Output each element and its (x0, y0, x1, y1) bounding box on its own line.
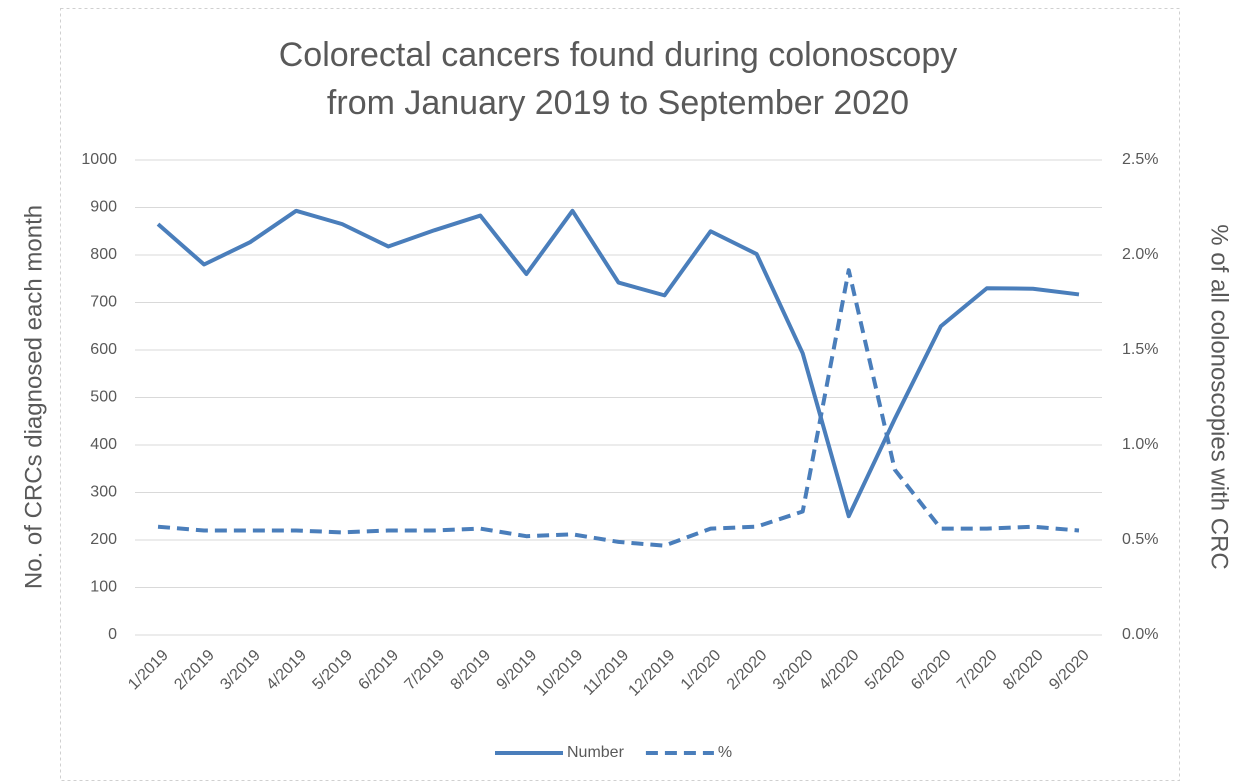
y-tick-label: 700 (90, 294, 117, 311)
y-tick-label: 300 (90, 484, 117, 501)
x-tick-label: 5/2019 (309, 647, 356, 694)
x-tick-label: 2/2019 (171, 647, 218, 694)
legend-label: % (718, 744, 732, 761)
x-tick-label: 3/2019 (217, 647, 264, 694)
y2-tick-label: 2.5% (1122, 151, 1158, 168)
y2-tick-label: 0.5% (1122, 531, 1158, 548)
x-tick-label: 8/2020 (1000, 647, 1047, 694)
y2-tick-label: 1.0% (1122, 436, 1158, 453)
x-tick-label: 6/2020 (908, 647, 955, 694)
x-tick-label: 12/2019 (625, 647, 678, 700)
x-tick-label: 3/2020 (770, 647, 817, 694)
x-tick-label: 10/2019 (533, 647, 586, 700)
x-tick-label: 6/2019 (355, 647, 402, 694)
y-tick-label: 500 (90, 389, 117, 406)
y-tick-label: 200 (90, 531, 117, 548)
legend-label: Number (567, 744, 625, 761)
y-axis-label: No. of CRCs diagnosed each month (20, 205, 47, 589)
x-tick-label: 4/2020 (816, 647, 863, 694)
y-tick-label: 800 (90, 246, 117, 263)
x-tick-label: 9/2020 (1046, 647, 1093, 694)
y2-tick-label: 2.0% (1122, 246, 1158, 263)
chart-title: from January 2019 to September 2020 (327, 84, 909, 122)
series-line (157, 268, 1080, 548)
x-tick-label: 8/2019 (448, 647, 495, 694)
y-tick-label: 400 (90, 436, 117, 453)
x-tick-label: 7/2019 (401, 647, 448, 694)
x-tick-label: 1/2020 (678, 647, 725, 694)
y-tick-label: 100 (90, 579, 117, 596)
x-tick-label: 2/2020 (724, 647, 771, 694)
x-tick-label: 4/2019 (263, 647, 310, 694)
series-line (156, 208, 1080, 519)
chart-title: Colorectal cancers found during colonosc… (279, 36, 958, 74)
y2-tick-label: 1.5% (1122, 341, 1158, 358)
y-tick-label: 600 (90, 341, 117, 358)
chart-border (60, 8, 1180, 781)
x-tick-label: 7/2020 (954, 647, 1001, 694)
x-tick-label: 5/2020 (862, 647, 909, 694)
x-tick-label: 1/2019 (125, 647, 172, 694)
y-tick-label: 0 (108, 626, 117, 643)
y-tick-label: 900 (90, 199, 117, 216)
x-tick-label: 11/2019 (580, 647, 632, 699)
y-tick-label: 1000 (81, 151, 117, 168)
y2-axis-label: % of all colonoscopies with CRC (1206, 224, 1233, 569)
y2-tick-label: 0.0% (1122, 626, 1158, 643)
